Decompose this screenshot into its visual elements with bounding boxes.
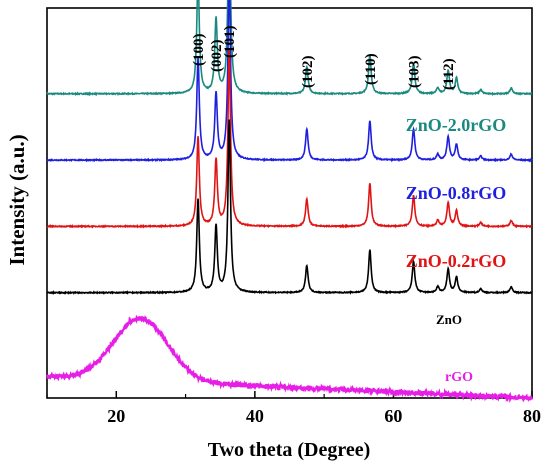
x-tick-label-20: 20 bbox=[107, 406, 125, 426]
series-label-ZnO: ZnO bbox=[436, 312, 462, 327]
peak-label-(101): (101) bbox=[222, 26, 238, 59]
peak-label-(002): (002) bbox=[209, 40, 225, 73]
trace-ZnO-2.0rGO bbox=[46, 0, 533, 97]
peak-labels: (100) (002)(101) (102) (110) (103) (112) bbox=[191, 26, 457, 91]
x-tick-label-40: 40 bbox=[246, 406, 264, 426]
series-label-ZnO-0.2rGO: ZnO-0.2rGO bbox=[406, 251, 507, 271]
peak-label-(110): (110) bbox=[363, 53, 379, 85]
series-traces bbox=[45, 0, 534, 404]
x-tick-label-80: 80 bbox=[523, 406, 541, 426]
peak-label-(112): (112) bbox=[441, 58, 457, 90]
series-label-ZnO-0.8rGO: ZnO-0.8rGO bbox=[406, 183, 507, 203]
trace-ZnO-0.2rGO bbox=[46, 49, 533, 229]
x-axis-ticks: 20 40 60 80 bbox=[46, 391, 541, 426]
peak-label-(103): (103) bbox=[407, 56, 423, 89]
x-tick-label-60: 60 bbox=[384, 406, 402, 426]
series-label-ZnO-2.0rGO: ZnO-2.0rGO bbox=[406, 115, 507, 135]
series-label-rGO: rGO bbox=[445, 370, 473, 385]
trace-ZnO-0.8rGO bbox=[46, 0, 533, 163]
trace-ZnO bbox=[46, 119, 533, 296]
plot-frame bbox=[46, 7, 533, 399]
y-axis-label: Intensity (a.u.) bbox=[5, 134, 29, 265]
x-axis-label: Two theta (Degree) bbox=[208, 439, 371, 461]
series-labels: ZnO-2.0rGO ZnO-0.8rGO ZnO-0.2rGO ZnO rGO bbox=[406, 115, 507, 385]
trace-rGO bbox=[45, 314, 534, 404]
peak-label-(100): (100) bbox=[191, 34, 207, 67]
peak-label-(102): (102) bbox=[300, 56, 316, 89]
